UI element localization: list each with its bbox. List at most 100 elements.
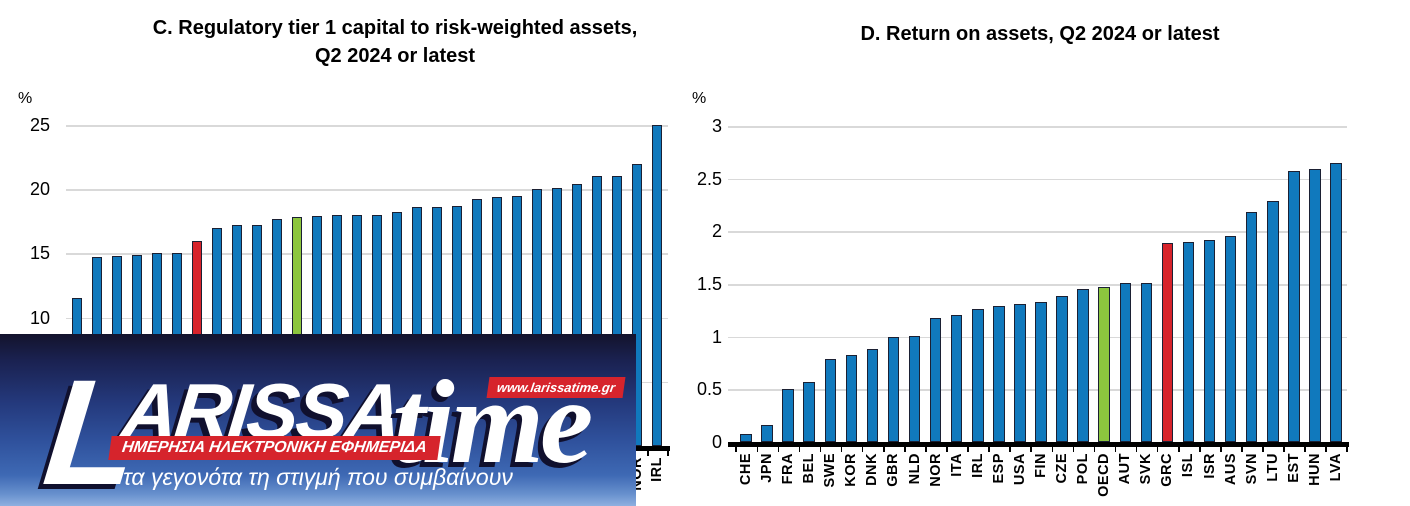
chart-c-title-line1: C. Regulatory tier 1 capital to risk-wei… — [152, 17, 638, 39]
x-category-label: OECD — [1096, 453, 1113, 497]
x-category-label: LVA — [1327, 453, 1344, 482]
x-category-label: IRL — [969, 453, 986, 478]
bar-POL — [1077, 289, 1089, 442]
bar-SWE — [824, 358, 837, 442]
x-category-label: KOR — [843, 453, 860, 487]
gridline — [66, 253, 668, 255]
watermark-tagline: τα γεγονότα τη στιγμή που συμβαίνουν — [123, 464, 513, 490]
x-category-label: SVK — [1138, 453, 1155, 485]
bar-SVK — [1140, 282, 1153, 442]
axis-tick — [861, 446, 864, 453]
watermark-url-badge: www.larissatime.gr — [486, 377, 626, 398]
axis-tick — [1114, 446, 1117, 453]
axis-tick — [882, 446, 885, 453]
axis-tick — [925, 446, 927, 453]
bar-AUT — [1119, 282, 1131, 442]
x-category-label: AUT — [1117, 453, 1134, 485]
y-tick-label: 20 — [29, 179, 50, 200]
bar-FRA — [782, 389, 794, 442]
bar-ITA — [950, 314, 963, 442]
bar-DNK — [866, 349, 879, 442]
chart-d-title: D. Return on assets, Q2 2024 or latest — [860, 23, 1220, 45]
gridline — [728, 231, 1347, 233]
x-category-label: ITA — [948, 453, 965, 477]
axis-tick — [1346, 446, 1349, 453]
bar-USA — [1014, 304, 1026, 442]
bar-LVA — [1330, 162, 1342, 442]
x-category-label: HUN — [1306, 453, 1323, 486]
x-category-label: BEL — [801, 453, 818, 484]
axis-tick — [967, 446, 969, 453]
watermark-banner — [0, 334, 636, 506]
x-category-label: JPN — [759, 453, 776, 483]
bar-ISR — [1203, 239, 1216, 442]
y-tick-label: 0 — [711, 432, 722, 452]
axis-tick — [756, 446, 759, 453]
x-category-label: LTU — [1264, 453, 1281, 482]
bar-ISL — [1182, 241, 1195, 442]
y-tick-label: 10 — [29, 307, 50, 328]
bar-ESP — [993, 306, 1005, 442]
x-category-label: ISR — [1201, 453, 1218, 479]
gridline — [728, 284, 1347, 286]
x-category-label: ISL — [1180, 453, 1197, 478]
x-category-label: FRA — [780, 453, 797, 485]
axis-tick — [1199, 446, 1201, 453]
watermark-subtitle-strip: ΗΜΕΡΗΣΙΑ ΗΛΕΚΤΡΟΝΙΚΗ ΕΦΗΜΕΡΙΔΑ — [108, 436, 441, 460]
x-axis-line — [728, 442, 1349, 447]
axis-tick — [647, 450, 649, 457]
x-category-label: FIN — [1032, 453, 1049, 478]
chart-c-unit-label: % — [18, 90, 33, 107]
y-tick-label: 3 — [711, 116, 722, 136]
axis-tick — [1325, 446, 1328, 453]
axis-tick — [1135, 446, 1138, 453]
axis-tick — [777, 446, 780, 453]
axis-tick — [798, 446, 801, 453]
x-category-label: NLD — [906, 453, 923, 485]
bar-GRC — [1161, 242, 1174, 442]
axis-tick — [1177, 446, 1180, 453]
bar-JPN — [761, 425, 773, 442]
axis-tick — [667, 450, 669, 457]
x-category-label: SWE — [822, 453, 839, 488]
bar-KOR — [845, 354, 858, 442]
bar-IRL — [652, 125, 662, 446]
axis-tick — [946, 446, 948, 453]
y-tick-label: 1.5 — [696, 274, 722, 294]
x-category-label: AUS — [1222, 453, 1239, 486]
y-tick-label: 0.5 — [696, 379, 722, 400]
y-tick-label: 2 — [711, 221, 722, 242]
axis-tick — [988, 446, 990, 453]
bar-BEL — [803, 381, 815, 442]
axis-tick — [735, 446, 738, 453]
axis-tick — [1156, 446, 1159, 453]
axis-tick — [1051, 446, 1054, 453]
bar-NOR — [929, 317, 942, 442]
bar-CZE — [1056, 295, 1068, 442]
chart-c-title: C. Regulatory tier 1 capital to risk-wei… — [70, 14, 720, 70]
bar-IRL — [972, 309, 984, 442]
bar-EST — [1288, 171, 1300, 442]
x-category-label: NOR — [927, 453, 944, 487]
x-category-label: IRL — [649, 457, 665, 482]
axis-tick — [1283, 446, 1285, 453]
x-category-label: GBR — [885, 453, 902, 487]
gridline — [66, 189, 668, 191]
axis-tick — [819, 446, 822, 453]
axis-tick — [1030, 446, 1033, 453]
bar-OECD — [1098, 287, 1110, 442]
axis-tick — [1220, 446, 1222, 453]
axis-tick — [1241, 446, 1243, 453]
x-category-label: USA — [1011, 453, 1028, 486]
x-category-label: DNK — [864, 453, 881, 486]
bar-NLD — [908, 335, 921, 442]
axis-tick — [1072, 446, 1075, 453]
y-tick-label: 15 — [29, 243, 50, 264]
axis-tick — [1304, 446, 1306, 453]
bar-AUS — [1224, 235, 1237, 442]
axis-tick — [840, 446, 843, 453]
chart-c-title-line2: Q2 2024 or latest — [314, 45, 476, 67]
bar-GBR — [887, 336, 900, 442]
bar-FIN — [1035, 301, 1047, 442]
